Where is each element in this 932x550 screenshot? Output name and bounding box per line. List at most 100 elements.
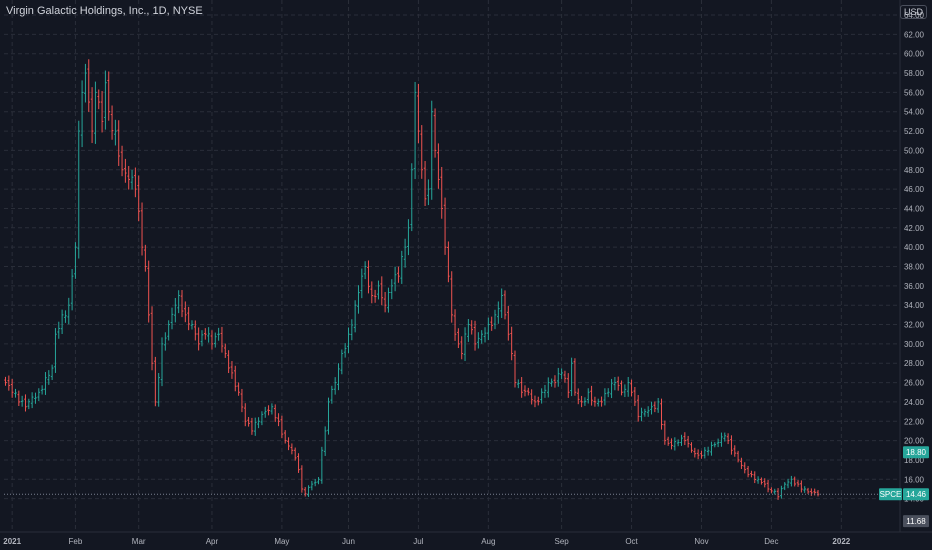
ohlc-bar — [696, 449, 700, 460]
ohlc-bar — [293, 447, 297, 461]
ohlc-bar — [450, 271, 454, 323]
y-tick-label: 62.00 — [904, 30, 925, 39]
ohlc-bar — [453, 309, 457, 341]
ohlc-bar — [413, 81, 417, 180]
ohlc-bar — [720, 432, 723, 447]
ohlc-bar — [570, 357, 573, 397]
ohlc-bar — [117, 120, 121, 166]
ohlc-bar — [640, 407, 643, 422]
ohlc-bar — [4, 376, 7, 386]
ohlc-bar — [473, 320, 477, 351]
ohlc-bar — [204, 328, 207, 340]
ohlc-bar — [297, 453, 300, 473]
ohlc-bar — [27, 398, 31, 410]
ohlc-bar — [10, 378, 14, 398]
ohlc-bar — [120, 145, 124, 177]
ohlc-bar — [110, 105, 114, 140]
ohlc-bar — [790, 475, 793, 487]
ohlc-bar — [733, 445, 737, 457]
ohlc-bar — [207, 327, 210, 343]
ohlc-bar — [480, 330, 483, 344]
ohlc-bar — [300, 465, 304, 493]
ohlc-bar — [503, 290, 507, 320]
ohlc-bar — [490, 316, 493, 331]
ohlc-bar — [417, 83, 420, 144]
x-tick-label: Nov — [694, 537, 708, 546]
ohlc-bar — [676, 439, 680, 447]
ohlc-bar — [766, 480, 770, 493]
ohlc-bar — [47, 370, 51, 385]
ohlc-bar — [603, 388, 607, 406]
ohlc-bar — [693, 447, 697, 458]
ohlc-bar — [287, 437, 290, 451]
ohlc-bar — [710, 441, 713, 456]
ohlc-bar — [806, 487, 810, 494]
axis-price-badge — [903, 515, 929, 528]
ohlc-bar — [50, 364, 54, 380]
ohlc-bar — [616, 376, 620, 391]
ohlc-bar — [540, 388, 543, 404]
grid-lines — [4, 0, 900, 532]
ohlc-bar — [673, 437, 677, 451]
ohlc-bar — [683, 432, 687, 446]
ohlc-bar — [14, 388, 17, 398]
ohlc-bar — [327, 397, 330, 435]
ohlc-bar — [187, 306, 190, 331]
y-tick-label: 46.00 — [904, 185, 925, 194]
ohlc-bar — [37, 388, 41, 402]
ohlc-bar — [347, 327, 350, 354]
ohlc-bar — [200, 330, 204, 347]
x-tick-label: Mar — [132, 537, 146, 546]
currency-label[interactable]: USD — [899, 5, 927, 19]
ohlc-bar — [320, 446, 324, 484]
ohlc-bar — [167, 320, 170, 341]
ohlc-bar — [134, 167, 137, 198]
ohlc-bar — [260, 411, 264, 426]
ohlc-bar — [233, 365, 237, 392]
ohlc-bar — [470, 320, 473, 335]
ticker-badge — [879, 488, 902, 501]
ohlc-bar — [610, 378, 613, 399]
ohlc-bar — [283, 430, 287, 444]
ohlc-bar — [523, 385, 527, 397]
ohlc-bar — [340, 349, 344, 375]
ohlc-bar — [407, 219, 410, 256]
x-tick-label: Jun — [342, 537, 355, 546]
ohlc-bar — [447, 241, 450, 283]
ohlc-bar — [643, 408, 647, 417]
time-axis[interactable]: 2021 Feb Mar Apr May Jun Jul Aug Sep Oct Nov Dec 202… — [3, 537, 851, 546]
y-tick-label: 60.00 — [904, 50, 925, 59]
y-tick-label: 34.00 — [904, 301, 925, 310]
x-tick-label: Dec — [764, 537, 778, 546]
ohlc-bar — [666, 436, 670, 446]
ohlc-bar — [723, 432, 727, 442]
ohlc-bar — [360, 268, 364, 299]
ohlc-bar — [556, 367, 560, 387]
chart-title: Virgin Galactic Holdings, Inc., 1D, NYSE — [6, 5, 203, 17]
ohlc-bar — [623, 384, 627, 398]
ohlc-bar — [530, 389, 533, 405]
ohlc-bar — [706, 446, 710, 456]
ohlc-bar — [783, 482, 787, 491]
ohlc-bar — [60, 309, 64, 334]
ohlc-bar — [410, 163, 414, 232]
ohlc-bar — [576, 388, 580, 405]
ohlc-bar — [250, 417, 254, 435]
ohlc-bar — [277, 413, 280, 427]
ohlc-bar — [197, 327, 200, 351]
ohlc-bar — [427, 179, 430, 206]
ohlc-bar — [190, 320, 194, 330]
ohlc-bar — [596, 398, 600, 407]
y-tick-label: 42.00 — [904, 224, 925, 233]
y-tick-label: 22.00 — [904, 417, 925, 426]
ohlc-bar — [383, 291, 387, 313]
y-tick-label: 24.00 — [904, 398, 925, 407]
ohlc-bar — [370, 281, 374, 304]
x-tick-label: Oct — [625, 537, 638, 546]
ohlc-bar — [590, 385, 593, 406]
ohlc-bar — [686, 435, 690, 448]
ohlc-bar — [127, 166, 131, 190]
ohlc-bar — [137, 175, 140, 222]
ohlc-bar — [24, 394, 27, 412]
